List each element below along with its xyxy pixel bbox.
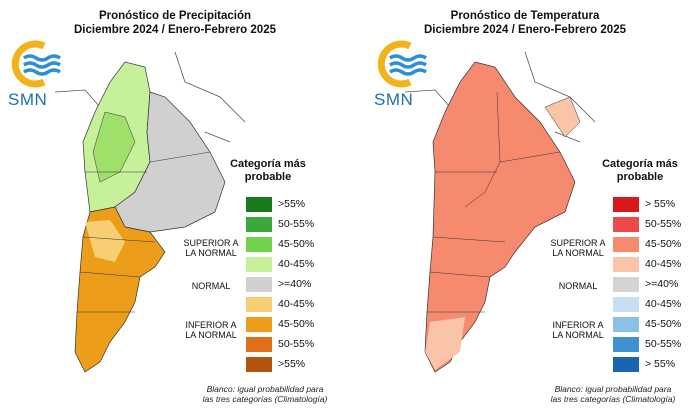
note-line-1: Blanco: igual probabilidad para bbox=[554, 384, 672, 394]
legend-label: 45-50% bbox=[645, 318, 682, 330]
title-line-1: Pronóstico de Precipitación bbox=[98, 10, 252, 22]
group-superior: SUPERIOR A LA NORMAL bbox=[178, 238, 244, 258]
group-superior-line-2: LA NORMAL bbox=[552, 248, 604, 258]
group-inferior-line-1: INFERIOR A bbox=[185, 320, 237, 330]
legend-swatch bbox=[246, 357, 272, 372]
temperature-panel: Pronóstico de Temperatura Diciembre 2024… bbox=[350, 0, 700, 420]
title-line-2: Diciembre 2024 / Enero-Febrero 2025 bbox=[74, 24, 276, 36]
note-line-2: las tres categorías (Climatología) bbox=[202, 394, 328, 404]
group-inferior-line-2: LA NORMAL bbox=[552, 330, 604, 340]
group-superior-line-2: LA NORMAL bbox=[185, 248, 237, 258]
legend-swatch bbox=[613, 357, 639, 372]
legend-label: 50-55% bbox=[278, 218, 315, 230]
legend-label: 45-50% bbox=[278, 238, 315, 250]
smn-logo: SMN bbox=[372, 38, 432, 118]
legend-swatch bbox=[613, 297, 639, 312]
group-normal: NORMAL bbox=[191, 281, 231, 291]
note-line-1: Blanco: igual probabilidad para bbox=[206, 384, 324, 394]
logo-text: SMN bbox=[8, 90, 48, 109]
legend-title: Categoría más probable bbox=[218, 158, 318, 184]
precipitation-panel: Pronóstico de Precipitación Diciembre 20… bbox=[0, 9, 350, 404]
legend-row: >55% bbox=[178, 196, 338, 214]
group-superior-line-1: SUPERIOR A bbox=[550, 238, 606, 248]
legend-label: >55% bbox=[278, 358, 306, 370]
legend-swatch bbox=[246, 337, 272, 352]
precipitation-map bbox=[55, 52, 246, 373]
legend-row: > 55% bbox=[545, 196, 700, 214]
legend-swatch bbox=[613, 237, 639, 252]
legend-title-line-1: Categoría más bbox=[230, 158, 306, 170]
legend-row: 45-50% bbox=[178, 236, 338, 254]
temperature-map bbox=[405, 52, 596, 373]
legend-label: >55% bbox=[278, 198, 306, 210]
smn-logo-icon bbox=[11, 40, 61, 88]
legend-label: 45-50% bbox=[645, 238, 682, 250]
legend-swatch bbox=[246, 317, 272, 332]
legend-label: 50-55% bbox=[278, 338, 315, 350]
logo-text: SMN bbox=[374, 90, 414, 109]
legend-swatch bbox=[246, 277, 272, 292]
group-inferior-line-2: LA NORMAL bbox=[185, 330, 237, 340]
legend-swatch bbox=[613, 197, 639, 212]
group-inferior: INFERIOR A LA NORMAL bbox=[178, 320, 244, 340]
legend-label: > 55% bbox=[645, 358, 676, 370]
legend-label: > 55% bbox=[645, 198, 676, 210]
legend-row: 40-45% bbox=[178, 296, 338, 314]
climatology-note: Blanco: igual probabilidad para las tres… bbox=[538, 384, 688, 404]
legend-title: Categoría más probable bbox=[590, 158, 690, 184]
legend-row: 45-50% bbox=[545, 236, 700, 254]
legend-row: 45-50% bbox=[178, 316, 338, 334]
group-superior-line-1: SUPERIOR A bbox=[183, 238, 239, 248]
legend-swatch bbox=[246, 237, 272, 252]
legend-label: >=40% bbox=[645, 278, 679, 290]
group-inferior-line-1: INFERIOR A bbox=[552, 320, 604, 330]
legend-row: >=40% bbox=[178, 276, 338, 294]
precipitation-title: Pronóstico de Precipitación Diciembre 20… bbox=[0, 9, 350, 37]
legend-label: 50-55% bbox=[645, 218, 682, 230]
legend-row: 50-55% bbox=[178, 336, 338, 354]
legend-row: >55% bbox=[178, 356, 338, 374]
legend-swatch bbox=[246, 257, 272, 272]
legend-row: 50-55% bbox=[178, 216, 338, 234]
group-superior: SUPERIOR A LA NORMAL bbox=[545, 238, 611, 258]
legend-label: 50-55% bbox=[645, 338, 682, 350]
legend-swatch bbox=[246, 297, 272, 312]
legend-row: 40-45% bbox=[545, 296, 700, 314]
legend-swatch bbox=[613, 317, 639, 332]
legend-row: >=40% bbox=[545, 276, 700, 294]
smn-logo: SMN bbox=[6, 38, 66, 118]
legend-label: 40-45% bbox=[278, 258, 315, 270]
title-line-2: Diciembre 2024 / Enero-Febrero 2025 bbox=[424, 24, 626, 36]
legend-row: 40-45% bbox=[178, 256, 338, 274]
legend-label: 40-45% bbox=[645, 258, 682, 270]
legend-label: 45-50% bbox=[278, 318, 315, 330]
note-line-2: las tres categorías (Climatología) bbox=[550, 394, 676, 404]
legend-swatch bbox=[613, 257, 639, 272]
legend-swatch bbox=[613, 337, 639, 352]
group-inferior: INFERIOR A LA NORMAL bbox=[545, 320, 611, 340]
group-normal: NORMAL bbox=[558, 281, 598, 291]
legend-title-line-2: probable bbox=[244, 171, 292, 183]
smn-logo-icon bbox=[377, 40, 427, 88]
legend-title-line-2: probable bbox=[616, 171, 664, 183]
legend-swatch bbox=[613, 217, 639, 232]
region-normal bbox=[114, 91, 226, 233]
legend-row: 45-50% bbox=[545, 316, 700, 334]
climatology-note: Blanco: igual probabilidad para las tres… bbox=[190, 384, 340, 404]
title-line-1: Pronóstico de Temperatura bbox=[450, 10, 600, 22]
legend-row: 40-45% bbox=[545, 256, 700, 274]
legend-label: >=40% bbox=[278, 278, 312, 290]
legend-swatch bbox=[613, 277, 639, 292]
legend-row: 50-55% bbox=[545, 336, 700, 354]
legend-row: 50-55% bbox=[545, 216, 700, 234]
legend-row: > 55% bbox=[545, 356, 700, 374]
legend-label: 40-45% bbox=[278, 298, 315, 310]
legend-label: 40-45% bbox=[645, 298, 682, 310]
legend-title-line-1: Categoría más bbox=[602, 158, 678, 170]
temperature-title: Pronóstico de Temperatura Diciembre 2024… bbox=[350, 9, 700, 37]
legend-swatch bbox=[246, 197, 272, 212]
legend-swatch bbox=[246, 217, 272, 232]
